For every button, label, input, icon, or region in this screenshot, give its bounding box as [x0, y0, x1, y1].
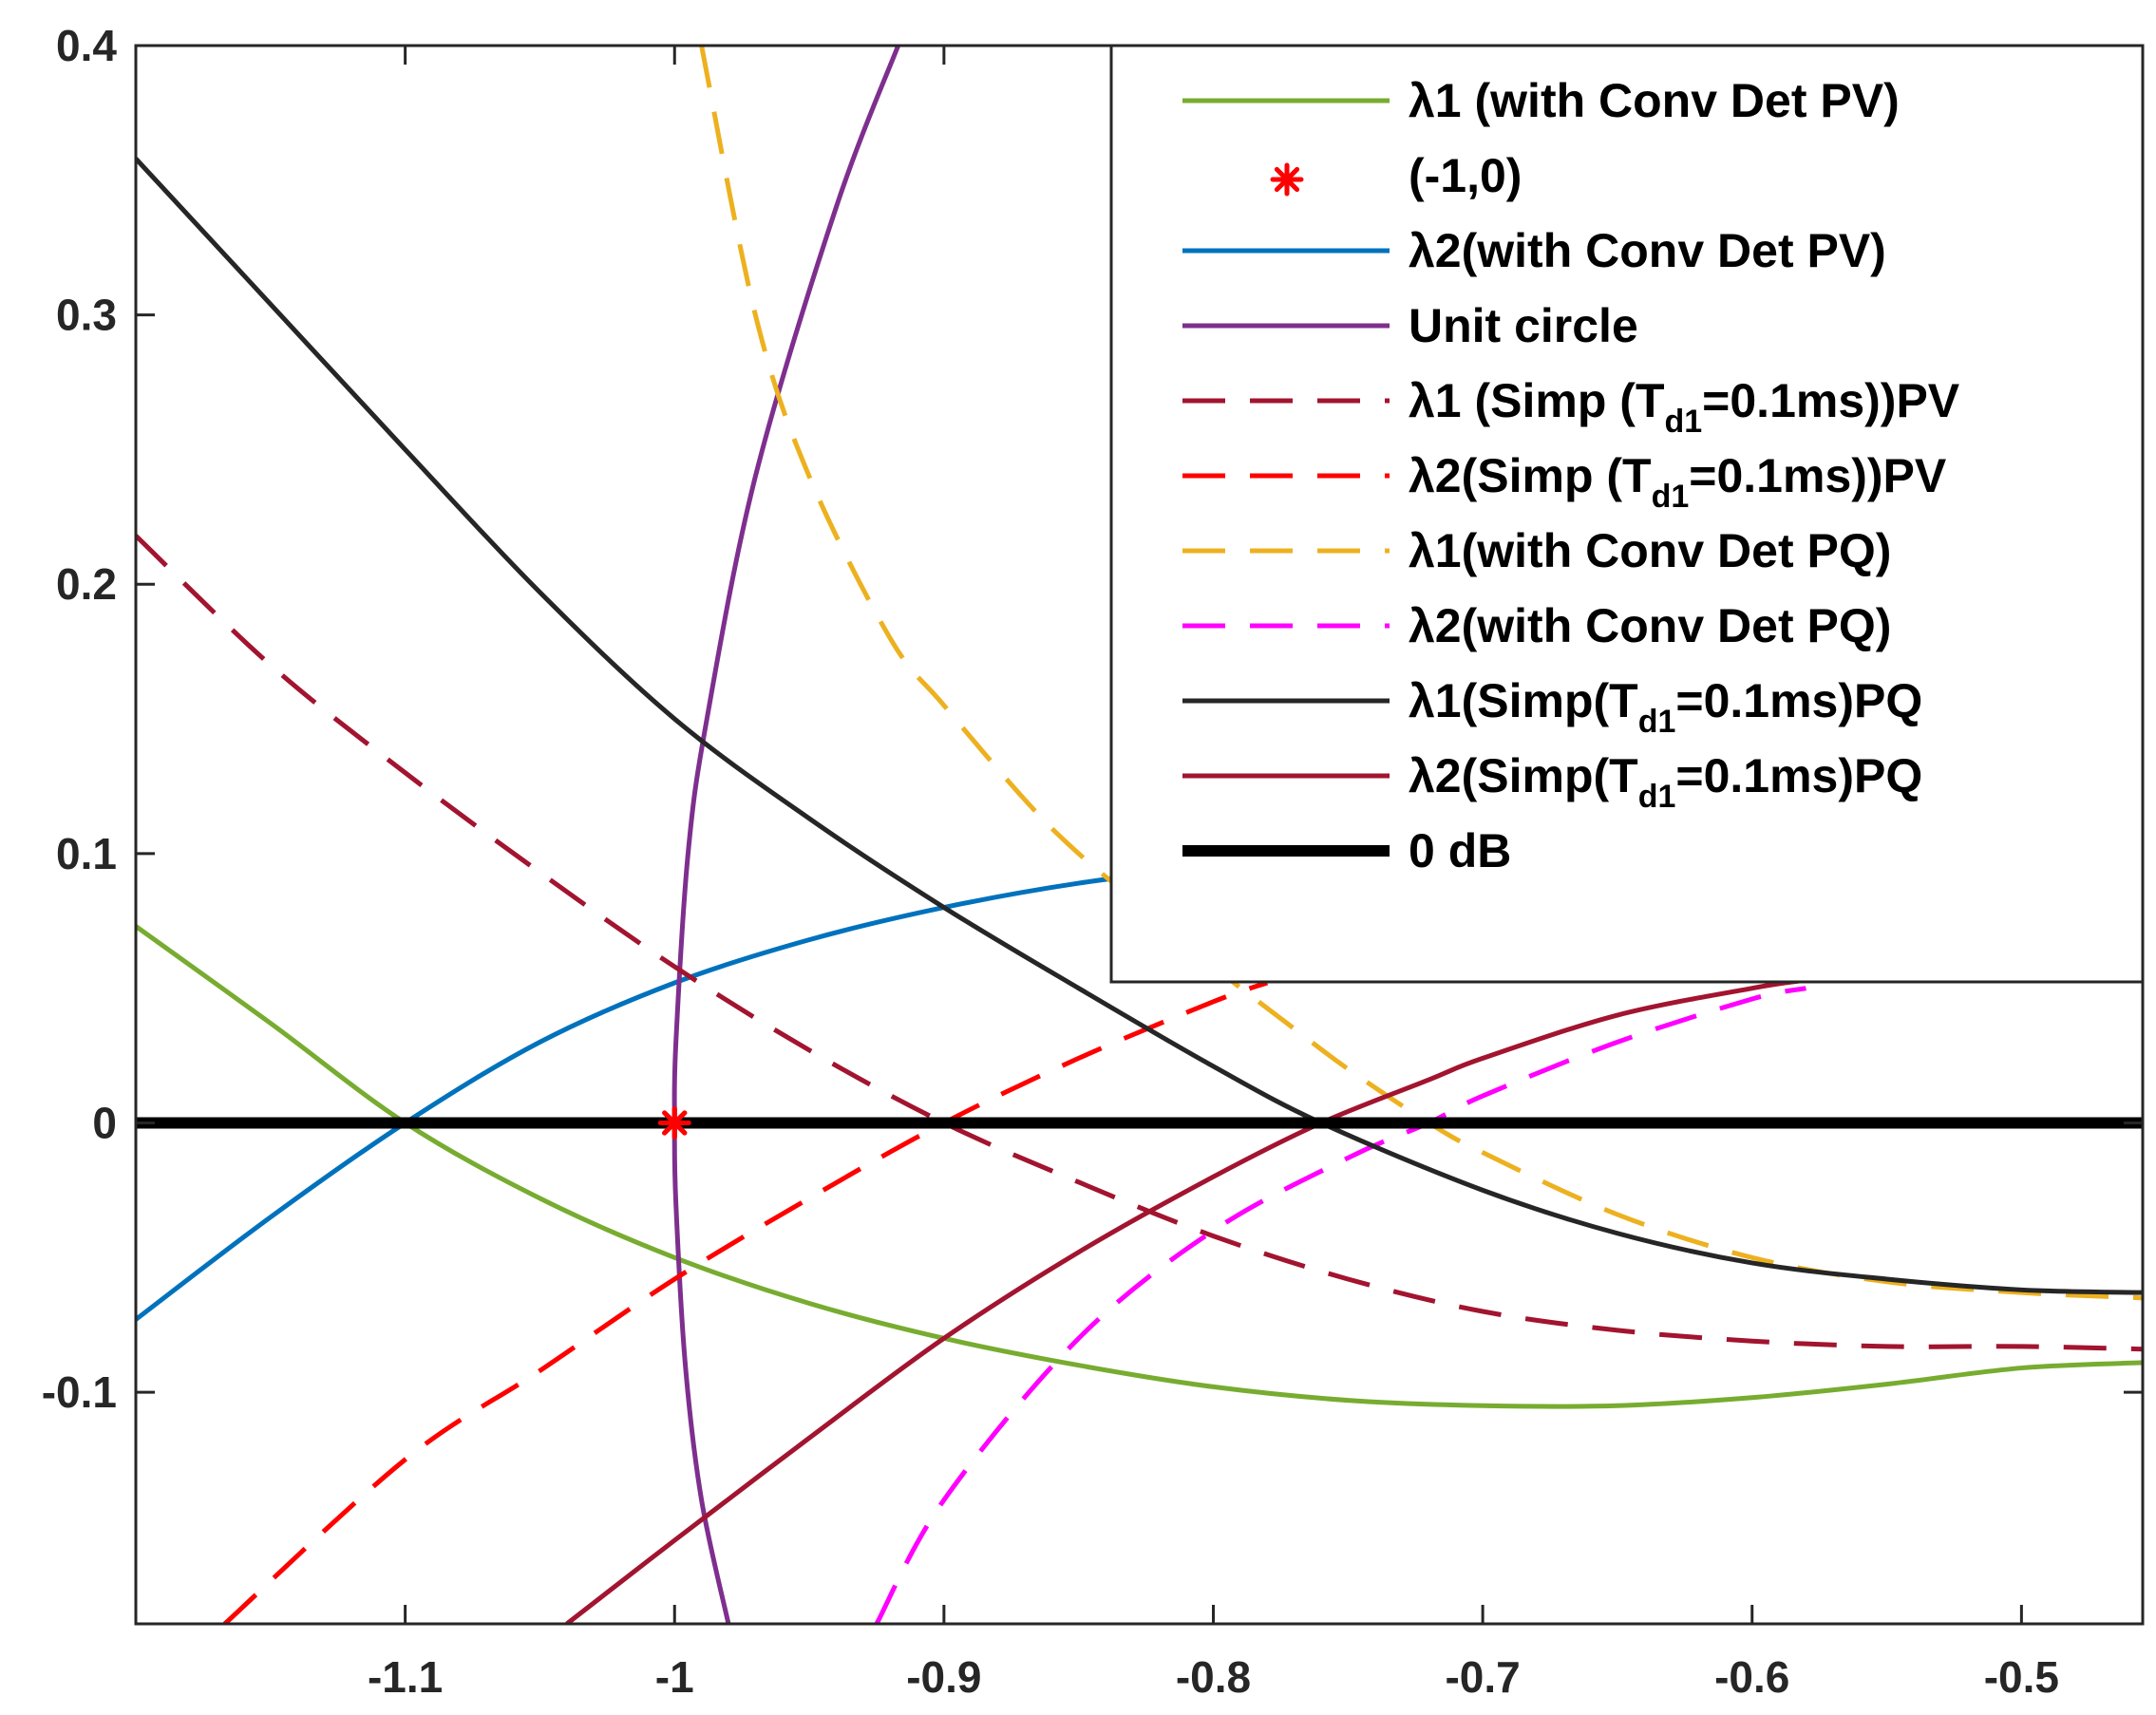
- legend-label-subscript: d1: [1638, 704, 1676, 740]
- legend: λ1 (with Conv Det PV) (-1,0) λ2(with Conv …: [1109, 44, 2145, 984]
- legend-label-2: λ2(with Conv Det PV): [1409, 224, 1886, 277]
- x-tick-label: -0.8: [1176, 1652, 1251, 1702]
- legend-label-1: (-1,0): [1409, 149, 1522, 202]
- legend-label-main: λ1(Simp(T: [1409, 674, 1638, 727]
- legend-label-tail: =0.1ms))PV: [1689, 449, 1947, 502]
- series-line-8: [136, 157, 2143, 1295]
- legend-label-main: λ2(Simp (T: [1409, 449, 1652, 502]
- legend-entry: λ2(with Conv Det PQ): [1182, 599, 1891, 652]
- legend-label-main: λ1 (Simp (T: [1409, 374, 1664, 427]
- y-tick-label: -0.1: [42, 1367, 117, 1417]
- legend-label-4: λ1 (Simp (Td1=0.1ms))PV: [1409, 374, 1960, 440]
- x-tick-label: -1.1: [368, 1652, 443, 1702]
- series-layer: [136, 46, 2143, 1624]
- y-tick-label: 0.3: [56, 291, 117, 340]
- legend-label-main: λ2(with Conv Det PV): [1409, 224, 1886, 277]
- legend-label-5: λ2(Simp (Td1=0.1ms))PV: [1409, 449, 1947, 515]
- legend-entry: λ2(Simp (Td1=0.1ms))PV: [1182, 449, 1947, 515]
- legend-entry: λ1(with Conv Det PQ): [1182, 524, 1891, 577]
- x-tick-label: -0.6: [1714, 1652, 1789, 1702]
- y-tick-label: 0: [92, 1098, 117, 1147]
- legend-label-subscript: d1: [1652, 479, 1690, 515]
- legend-box: [1109, 44, 2145, 984]
- y-tick-label: 0.4: [56, 21, 117, 70]
- y-tick-label: 0.1: [56, 829, 117, 878]
- legend-label-main: λ1 (with Conv Det PV): [1409, 74, 1900, 127]
- series-line-3: [671, 46, 900, 1624]
- legend-label-tail: =0.1ms))PV: [1702, 374, 1960, 427]
- legend-marker-1-stroke: [1274, 166, 1300, 193]
- legend-entry: (-1,0): [1270, 149, 1522, 202]
- legend-entry: λ1(Simp(Td1=0.1ms)PQ: [1182, 674, 1922, 740]
- series-line-0: [136, 924, 2143, 1409]
- legend-label-tail: =0.1ms)PQ: [1675, 749, 1922, 802]
- legend-label-main: λ2(Simp(T: [1409, 749, 1638, 802]
- legend-label-main: λ2(with Conv Det PQ): [1409, 599, 1891, 652]
- legend-label-tail: =0.1ms)PQ: [1675, 674, 1922, 727]
- legend-label-subscript: d1: [1664, 404, 1702, 440]
- series-line-7: [874, 986, 1806, 1624]
- legend-label-main: λ1(with Conv Det PQ): [1409, 524, 1891, 577]
- legend-entry: λ2(with Conv Det PV): [1182, 224, 1886, 277]
- legend-marker-1: [1270, 162, 1304, 197]
- legend-label-3: Unit circle: [1409, 299, 1638, 352]
- series-1-marker-0-stroke: [662, 1110, 688, 1136]
- legend-label-10: 0 dB: [1409, 824, 1511, 877]
- legend-label-7: λ2(with Conv Det PQ): [1409, 599, 1891, 652]
- x-tick-label: -0.9: [906, 1652, 981, 1702]
- legend-entry: 0 dB: [1182, 824, 1511, 877]
- legend-label-8: λ1(Simp(Td1=0.1ms)PQ: [1409, 674, 1922, 740]
- legend-label-main: Unit circle: [1409, 299, 1638, 352]
- legend-entry: Unit circle: [1182, 299, 1638, 352]
- legend-label-main: (-1,0): [1409, 149, 1522, 202]
- legend-label-subscript: d1: [1638, 779, 1676, 815]
- series-line-4: [136, 534, 2143, 1352]
- series-1-marker-0: [657, 1105, 691, 1140]
- series-line-9: [565, 977, 1806, 1624]
- axes-layer: -1.1 -1 -0.9 -0.8 -0.7 -0.6 -0.5 0.4 0.3 0.2 0.1 0 -…: [42, 21, 2145, 1702]
- legend-label-6: λ1(with Conv Det PQ): [1409, 524, 1891, 577]
- legend-label-0: λ1 (with Conv Det PV): [1409, 74, 1900, 127]
- x-tick-label: -0.5: [1984, 1652, 2059, 1702]
- legend-label-9: λ2(Simp(Td1=0.1ms)PQ: [1409, 749, 1922, 815]
- legend-entry: λ1 (Simp (Td1=0.1ms))PV: [1182, 374, 1960, 440]
- x-tick-label: -1: [655, 1652, 694, 1702]
- y-tick-label: 0.2: [56, 559, 117, 609]
- legend-entry: λ1 (with Conv Det PV): [1182, 74, 1900, 127]
- legend-label-main: 0 dB: [1409, 824, 1511, 877]
- x-tick-label: -0.7: [1445, 1652, 1520, 1702]
- legend-entry: λ2(Simp(Td1=0.1ms)PQ: [1182, 749, 1922, 815]
